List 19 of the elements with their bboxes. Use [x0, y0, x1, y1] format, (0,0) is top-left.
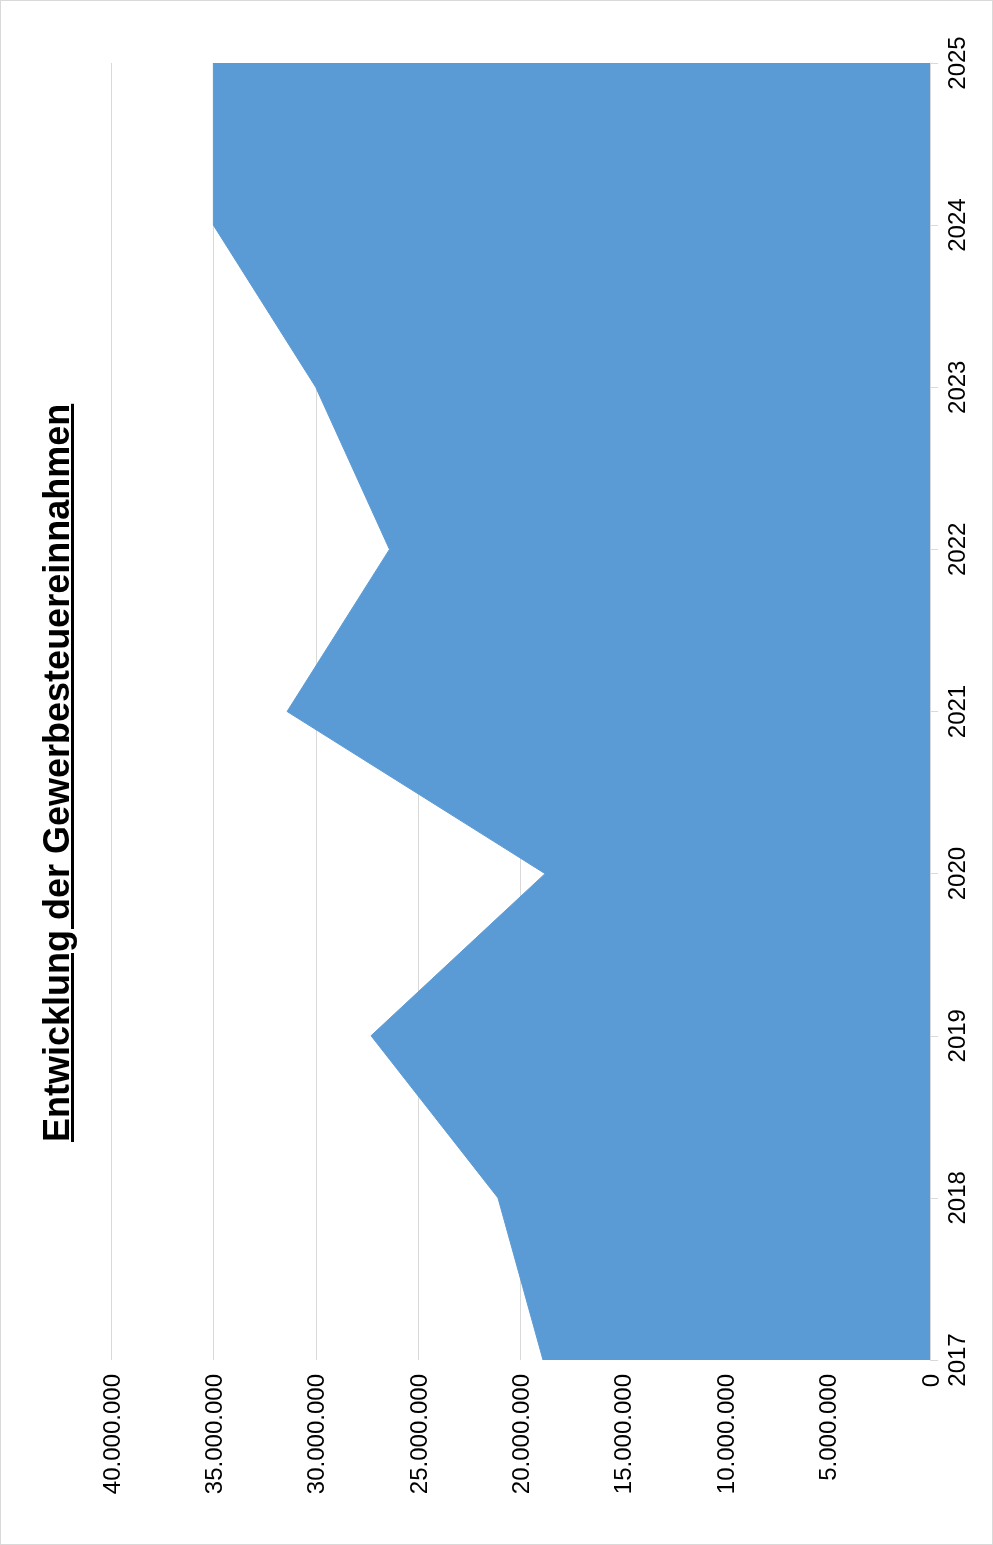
y-tick-label: 2023 [942, 360, 970, 414]
x-tick-label: 15.000.000 [609, 1374, 637, 1495]
y-tick-label: 2019 [942, 1009, 970, 1063]
text: Entwicklung der Gewerbesteuereinnahmen [36, 403, 78, 1142]
y-tick-label: 2017 [942, 1333, 970, 1387]
x-tick-label: 35.000.000 [199, 1374, 227, 1495]
y-tick-label: 2018 [942, 1171, 970, 1225]
x-tick-label: 30.000.000 [302, 1374, 330, 1495]
y-tick-label: 2021 [942, 684, 970, 739]
x-tick-label: 10.000.000 [711, 1374, 739, 1495]
x-tick-label: 5.000.000 [814, 1374, 842, 1481]
y-tick-label: 2022 [942, 522, 970, 577]
x-tick-label: 0 [916, 1374, 944, 1388]
x-tick-label: 20.000.000 [507, 1374, 534, 1495]
y-tick-label: 2020 [942, 846, 970, 901]
x-tick-label: 40.000.000 [97, 1374, 125, 1495]
x-tick-label: 25.000.000 [404, 1374, 432, 1495]
y-tick-label: 2025 [942, 36, 970, 90]
y-tick-label: 2024 [942, 198, 970, 252]
